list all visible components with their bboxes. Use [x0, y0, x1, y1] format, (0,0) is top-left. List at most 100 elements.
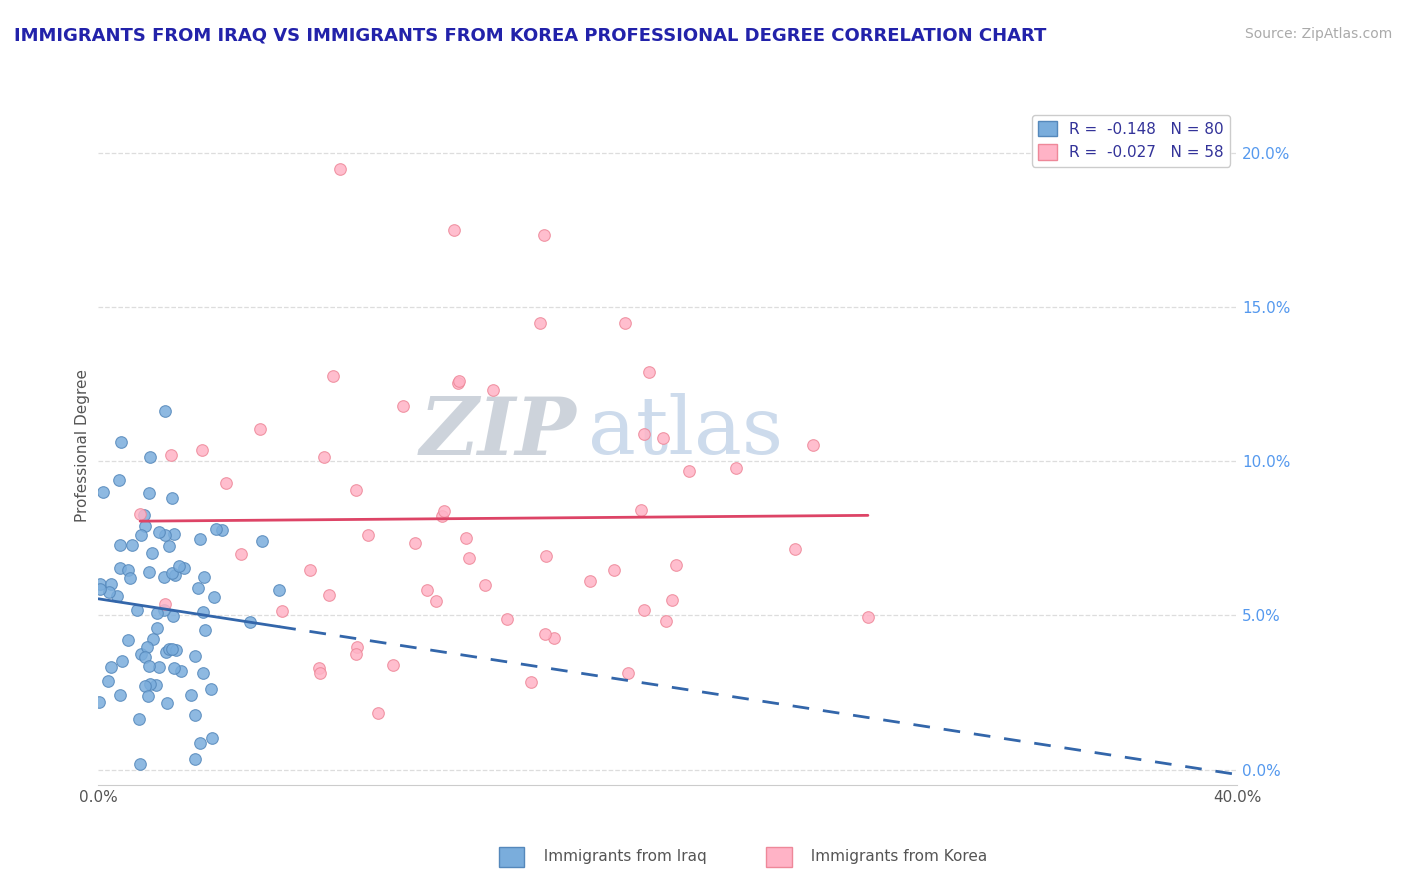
Point: [270, 604, 292, 618]
Point: [145, 678, 167, 692]
Point: [190, 442, 212, 457]
Point: [630, 503, 652, 517]
Point: [110, 538, 132, 552]
Point: [204, 521, 226, 535]
Point: [129, 757, 152, 772]
Point: [117, 563, 139, 577]
Point: [153, 597, 176, 611]
Point: [432, 508, 454, 523]
Point: [165, 568, 187, 582]
Point: [155, 645, 177, 659]
Point: [201, 731, 224, 745]
Point: [193, 569, 215, 583]
Point: [162, 609, 184, 624]
Point: [183, 708, 205, 723]
Point: [100, 577, 122, 591]
Point: [146, 606, 169, 620]
Point: [134, 508, 156, 522]
Point: [105, 590, 128, 604]
Point: [89, 576, 111, 591]
Point: [447, 376, 470, 390]
Point: [97, 674, 120, 689]
Point: [416, 582, 439, 597]
Point: [108, 561, 131, 575]
Point: [165, 643, 187, 657]
Point: [633, 427, 655, 442]
Point: [188, 532, 211, 546]
Point: [520, 675, 543, 690]
Point: [678, 464, 700, 478]
Point: [425, 593, 447, 607]
Point: [655, 615, 678, 629]
Point: [856, 610, 879, 624]
Point: [138, 566, 160, 580]
Point: [357, 528, 380, 542]
Point: [603, 563, 626, 577]
Point: [134, 679, 156, 693]
Point: [534, 627, 557, 641]
Point: [308, 665, 330, 680]
Point: [200, 682, 222, 697]
Point: [152, 603, 174, 617]
Point: [110, 688, 132, 702]
Point: [382, 658, 405, 673]
Point: [202, 590, 225, 604]
Point: [456, 531, 478, 545]
Point: [155, 527, 177, 541]
Point: [457, 550, 479, 565]
Point: [169, 558, 191, 573]
Text: Immigrants from Iraq: Immigrants from Iraq: [534, 849, 707, 863]
Point: [785, 541, 807, 556]
Point: [121, 538, 143, 552]
Point: [138, 485, 160, 500]
Point: [148, 660, 170, 674]
Point: [211, 523, 233, 537]
Point: [157, 539, 180, 553]
Point: [652, 432, 675, 446]
Point: [344, 647, 367, 661]
Point: [214, 475, 236, 490]
Point: [163, 660, 186, 674]
Point: [162, 566, 184, 581]
Text: Immigrants from Korea: Immigrants from Korea: [801, 849, 987, 863]
Point: [134, 649, 156, 664]
Point: [801, 438, 824, 452]
Point: [322, 368, 344, 383]
Point: [153, 570, 176, 584]
Point: [97, 584, 120, 599]
Point: [578, 574, 600, 589]
Point: [100, 660, 122, 674]
Point: [160, 491, 183, 505]
Point: [724, 461, 747, 475]
Point: [188, 736, 211, 750]
Point: [129, 507, 152, 521]
Point: [173, 561, 195, 575]
Point: [117, 632, 139, 647]
Point: [665, 558, 688, 572]
Point: [633, 602, 655, 616]
Point: [482, 384, 505, 398]
Point: [160, 448, 183, 462]
Point: [148, 525, 170, 540]
Point: [136, 690, 159, 704]
Point: [184, 649, 207, 664]
Point: [298, 564, 321, 578]
Point: [146, 621, 169, 635]
Point: [392, 399, 415, 413]
Point: [661, 593, 683, 607]
Point: [120, 571, 142, 585]
Point: [193, 605, 215, 619]
Point: [529, 316, 551, 330]
Point: [404, 536, 426, 550]
Legend: R =  -0.148   N = 80, R =  -0.027   N = 58: R = -0.148 N = 80, R = -0.027 N = 58: [1032, 115, 1230, 167]
Point: [89, 695, 111, 709]
Point: [346, 640, 368, 654]
Point: [187, 581, 209, 595]
Point: [127, 603, 149, 617]
Point: [432, 503, 454, 517]
Text: ZIP: ZIP: [420, 393, 576, 471]
Point: [318, 588, 340, 602]
Point: [443, 223, 465, 237]
Point: [170, 664, 193, 678]
Point: [193, 665, 215, 680]
